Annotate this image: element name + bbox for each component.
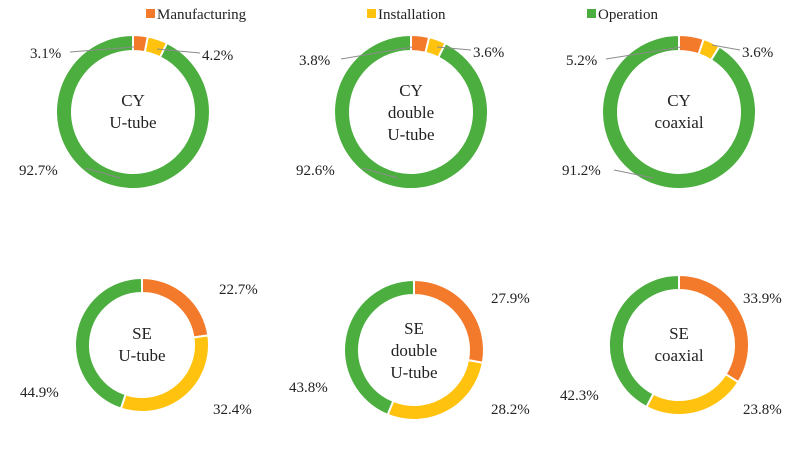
value-label-manufacturing: 3.8%	[299, 53, 330, 69]
donut-se-coaxial: 33.9% 23.8% 42.3% SE coaxial	[560, 273, 782, 418]
leader-line-operation	[361, 167, 399, 179]
legend-label-manufacturing: Manufacturing	[157, 7, 247, 23]
value-label-operation: 92.7%	[19, 163, 58, 179]
leader-line-manufacturing	[69, 46, 135, 53]
value-label-installation: 3.6%	[473, 45, 504, 61]
donut-center-label: CY	[121, 91, 145, 110]
donut-se-u-tube: 22.7% 32.4% 44.9% SE U-tube	[20, 276, 258, 418]
donut-center-label: double	[388, 103, 434, 122]
slice-operation	[333, 33, 489, 190]
slice-operation	[342, 278, 415, 417]
legend-label-operation: Operation	[598, 7, 658, 23]
value-label-manufacturing: 3.1%	[30, 46, 61, 62]
slice-operation	[601, 33, 757, 190]
donut-cy-double-u-tube: 3.8% 3.6% 92.6% CY double U-tube	[296, 33, 504, 190]
donut-center-label: SE	[404, 319, 424, 338]
donut-center-label: U-tube	[118, 346, 165, 365]
value-label-installation: 3.6%	[742, 45, 773, 61]
slice-installation	[645, 372, 740, 416]
legend-swatch-operation	[587, 9, 596, 18]
leader-line-installation	[711, 44, 741, 51]
leader-line-manufacturing	[340, 46, 413, 60]
donut-center-label: U-tube	[390, 363, 437, 382]
leader-line-installation	[156, 48, 201, 54]
legend-swatch-installation	[367, 9, 376, 18]
donut-charts: 3.1% 4.2% 92.7% CY U-tube 3.8% 3.6% 92.6% CY doub…	[19, 33, 782, 422]
value-label-installation: 23.8%	[743, 402, 782, 418]
donut-center-label: coaxial	[654, 113, 703, 132]
donut-center-label: CY	[667, 91, 691, 110]
value-label-installation: 28.2%	[491, 402, 530, 418]
value-label-installation: 4.2%	[202, 48, 233, 64]
donut-cy-u-tube: 3.1% 4.2% 92.7% CY U-tube	[19, 33, 233, 190]
donut-center-label: coaxial	[654, 346, 703, 365]
value-label-manufacturing: 33.9%	[743, 291, 782, 307]
donut-center-label: U-tube	[387, 125, 434, 144]
legend: Manufacturing Installation Operation	[146, 7, 658, 23]
donut-cy-coaxial: 5.2% 3.6% 91.2% CY coaxial	[562, 33, 773, 190]
donut-center-label: SE	[669, 324, 689, 343]
slice-operation	[55, 33, 211, 190]
donut-center-label: U-tube	[109, 113, 156, 132]
value-label-operation: 43.8%	[289, 380, 328, 396]
donut-center-label: SE	[132, 324, 152, 343]
value-label-manufacturing: 22.7%	[219, 282, 258, 298]
donut-se-double-u-tube: 27.9% 28.2% 43.8% SE double U-tube	[289, 278, 530, 422]
leader-line-operation	[84, 167, 121, 179]
value-label-operation: 44.9%	[20, 385, 59, 401]
legend-swatch-manufacturing	[146, 9, 155, 18]
slice-operation	[607, 273, 680, 409]
value-label-operation: 92.6%	[296, 163, 335, 179]
leader-line-operation	[613, 169, 654, 179]
leader-line-installation	[436, 46, 472, 51]
value-label-operation: 91.2%	[562, 163, 601, 179]
value-label-manufacturing: 27.9%	[491, 291, 530, 307]
donut-center-label: double	[391, 341, 437, 360]
legend-label-installation: Installation	[378, 7, 446, 23]
value-label-manufacturing: 5.2%	[566, 53, 597, 69]
slice-manufacturing	[141, 276, 210, 339]
leader-line-manufacturing	[605, 46, 682, 60]
value-label-installation: 32.4%	[213, 402, 252, 418]
value-label-operation: 42.3%	[560, 388, 599, 404]
donut-center-label: CY	[399, 81, 423, 100]
slice-operation	[74, 276, 143, 410]
slice-manufacturing	[678, 273, 750, 384]
